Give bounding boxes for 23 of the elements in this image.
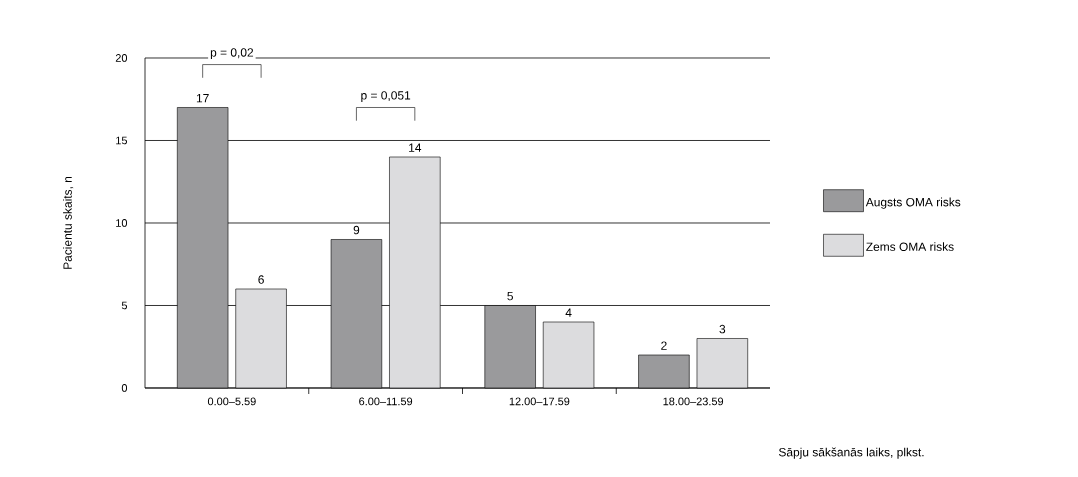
data-label: 4 (565, 308, 572, 317)
legend-label: Zems OMA risks (866, 242, 954, 251)
y-tick-label: 20 (115, 54, 128, 62)
data-label: 2 (661, 341, 667, 350)
x-tick-label: 6.00–11.59 (359, 397, 413, 406)
y-tick-label: 0 (121, 384, 128, 392)
data-label: 9 (353, 225, 360, 235)
y-axis-title: Pacientu skaits, n (63, 176, 74, 269)
data-label: 6 (258, 275, 264, 284)
x-tick-label: 0.00–5.59 (207, 397, 256, 406)
y-tick-label: 15 (116, 136, 128, 145)
x-tick-label: 12.00–17.59 (509, 397, 570, 406)
legend-label: Augsts OMA risks (865, 197, 961, 209)
annotation: p = 0,051 (361, 91, 411, 102)
data-label: 14 (409, 143, 422, 152)
x-axis-title: Sāpju sākšanās laiks, plkst. (778, 447, 924, 459)
data-label: 3 (719, 324, 726, 334)
y-tick-label: 5 (121, 301, 128, 310)
y-tick-label: 10 (116, 219, 128, 227)
x-tick-label: 18.00–23.59 (663, 397, 724, 406)
data-label: 17 (196, 94, 209, 103)
data-label: 5 (507, 291, 513, 301)
annotation: p = 0,02 (210, 48, 254, 60)
